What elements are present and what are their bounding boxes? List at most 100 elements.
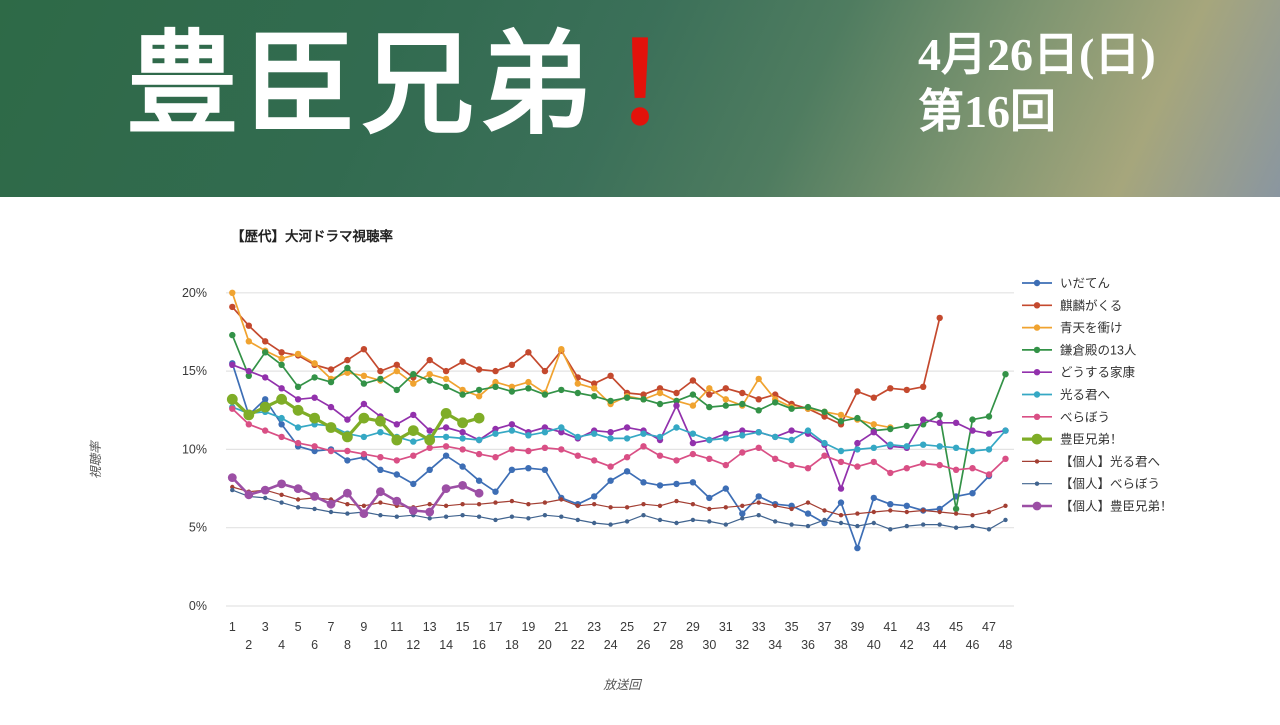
legend-label-toyotomi-kyoudai: 豊臣兄弟！ (1060, 433, 1123, 447)
x-tick-19: 19 (521, 620, 535, 634)
data-point-kamakura-dono-ep47 (985, 413, 993, 420)
x-tick-47: 47 (982, 620, 996, 634)
data-point-idaten-ep24 (607, 477, 614, 484)
data-point-berabou-ep34 (772, 455, 779, 462)
data-point-toyotomi-kyoudai-ep3 (259, 401, 271, 413)
data-point-kirin-ga-kuru-ep24 (607, 372, 614, 379)
y-tick-0%: 0% (189, 599, 207, 613)
data-point-kojin-berabou-ep19 (526, 516, 531, 521)
legend-item-kirin-ga-kuru[interactable]: 麒麟がくる (1022, 298, 1122, 313)
x-tick-29: 29 (686, 620, 700, 634)
data-point-dousuru-ieyasu-ep3 (262, 374, 269, 381)
data-point-kirin-ga-kuru-ep43 (920, 383, 927, 390)
data-point-kojin-hikaru-kimi-e-ep40 (871, 509, 876, 515)
page-title: 豊臣兄弟！ (126, 6, 724, 166)
data-point-berabou-ep23 (591, 457, 598, 464)
data-point-kirin-ga-kuru-ep26 (640, 391, 647, 398)
data-point-kamakura-dono-ep22 (574, 389, 581, 397)
legend-item-kojin-toyotomi-kyoudai[interactable]: 【個人】豊臣兄弟！ (1022, 500, 1173, 514)
x-tick-5: 5 (295, 620, 302, 634)
data-point-kamakura-dono-ep27 (656, 400, 664, 408)
data-point-toyotomi-kyoudai-ep12 (407, 425, 419, 436)
data-point-toyotomi-kyoudai-ep15 (457, 417, 468, 429)
data-point-kamakura-dono-ep32 (739, 400, 746, 408)
data-point-kojin-hikaru-kimi-e-ep16 (476, 502, 482, 507)
legend-item-hikaru-kimi-e[interactable]: 光る君へ (1022, 388, 1110, 402)
data-point-kojin-berabou-ep33 (756, 513, 761, 518)
data-point-kojin-berabou-ep16 (476, 514, 482, 519)
data-point-dousuru-ieyasu-ep8 (344, 416, 351, 423)
data-point-kamakura-dono-ep12 (410, 371, 417, 378)
x-tick-11: 11 (390, 620, 403, 634)
data-point-seiten-wo-tsuke-ep30 (706, 385, 713, 392)
data-point-kojin-hikaru-kimi-e-ep1 (230, 484, 235, 490)
data-point-seiten-wo-tsuke-ep1 (229, 289, 236, 296)
data-point-kojin-berabou-ep25 (624, 519, 630, 524)
data-point-idaten-ep15 (459, 463, 466, 470)
legend-item-berabou[interactable]: べらぼう (1022, 410, 1110, 424)
data-point-seiten-wo-tsuke-ep31 (722, 396, 729, 403)
x-tick-9: 9 (360, 620, 367, 634)
data-point-kojin-berabou-ep39 (855, 523, 860, 529)
data-point-hikaru-kimi-e-ep19 (525, 432, 532, 439)
data-point-kojin-hikaru-kimi-e-ep32 (740, 503, 745, 508)
data-point-kirin-ga-kuru-ep9 (360, 346, 368, 353)
legend-swatch-marker-hikaru-kimi-e (1033, 391, 1041, 398)
y-axis-label: 視聴率 (89, 439, 103, 479)
data-point-kamakura-dono-ep19 (525, 385, 532, 392)
data-point-idaten-ep30 (706, 494, 713, 502)
data-point-berabou-ep44 (936, 461, 943, 469)
legend-item-idaten[interactable]: いだてん (1022, 277, 1110, 291)
data-point-idaten-ep33 (755, 493, 762, 500)
legend-label-berabou: べらぼう (1060, 410, 1110, 424)
data-point-kamakura-dono-ep26 (640, 396, 647, 403)
data-point-kamakura-dono-ep9 (360, 380, 368, 387)
data-point-kojin-hikaru-kimi-e-ep27 (657, 503, 663, 508)
data-point-dousuru-ieyasu-ep7 (327, 403, 335, 411)
data-point-kojin-berabou-ep43 (921, 522, 926, 527)
legend-item-kojin-berabou[interactable]: 【個人】べらぼう (1022, 477, 1160, 491)
x-tick-4: 4 (278, 638, 285, 652)
data-point-idaten-ep16 (475, 477, 483, 484)
data-point-toyotomi-kyoudai-ep1 (226, 393, 238, 405)
data-point-kirin-ga-kuru-ep40 (870, 394, 877, 401)
data-point-seiten-wo-tsuke-ep27 (656, 389, 664, 397)
data-point-kojin-berabou-ep32 (740, 516, 745, 521)
legend-label-dousuru-ieyasu: どうする家康 (1060, 365, 1136, 380)
data-point-idaten-ep27 (656, 482, 664, 489)
legend-item-seiten-wo-tsuke[interactable]: 青天を衝け (1022, 321, 1123, 335)
x-tick-1: 1 (229, 620, 236, 634)
data-point-kamakura-dono-ep45 (952, 505, 960, 513)
data-point-kojin-berabou-ep38 (838, 520, 844, 526)
ratings-chart-section: 【歴代】大河ドラマ視聴率 視聴率 0% 5% 10% 15% 20% 1 3 5 7 9 11 13 15 1… (0, 197, 1280, 720)
broadcast-date: 4月26日(日) (918, 29, 1156, 80)
data-point-dousuru-ieyasu-ep13 (426, 427, 433, 434)
series-line-kirin-ga-kuru (231, 306, 941, 426)
drama-title-text: 豊臣兄弟 (126, 24, 598, 148)
series-berabou (229, 405, 1009, 478)
data-point-berabou-ep46 (969, 465, 976, 472)
x-tick-36: 36 (801, 638, 815, 652)
data-point-kojin-berabou-ep44 (937, 522, 942, 527)
data-point-kojin-berabou-ep18 (509, 514, 515, 519)
data-point-kojin-hikaru-kimi-e-ep22 (575, 503, 580, 508)
data-point-kojin-berabou-ep3 (263, 495, 268, 501)
data-point-kojin-berabou-ep15 (460, 513, 465, 518)
data-point-kamakura-dono-ep41 (887, 425, 894, 433)
data-point-hikaru-kimi-e-ep12 (410, 438, 417, 445)
data-point-dousuru-ieyasu-ep2 (245, 367, 252, 375)
data-point-kojin-berabou-ep11 (394, 514, 399, 519)
x-tick-32: 32 (735, 638, 749, 652)
series-kamakura-dono (229, 331, 1009, 513)
data-point-berabou-ep2 (245, 421, 252, 428)
legend-item-dousuru-ieyasu[interactable]: どうする家康 (1022, 365, 1136, 380)
data-point-kojin-hikaru-kimi-e-ep34 (773, 503, 778, 508)
legend-item-toyotomi-kyoudai[interactable]: 豊臣兄弟！ (1022, 433, 1123, 447)
legend-item-kamakura-dono[interactable]: 鎌倉殿の13人 (1022, 342, 1137, 357)
legend-item-kojin-hikaru-kimi-e[interactable]: 【個人】光る君へ (1022, 455, 1160, 469)
data-point-kamakura-dono-ep48 (1002, 371, 1009, 378)
x-tick-30: 30 (702, 638, 716, 652)
data-point-kojin-hikaru-kimi-e-ep39 (855, 511, 860, 516)
series-kirin-ga-kuru (229, 303, 943, 428)
